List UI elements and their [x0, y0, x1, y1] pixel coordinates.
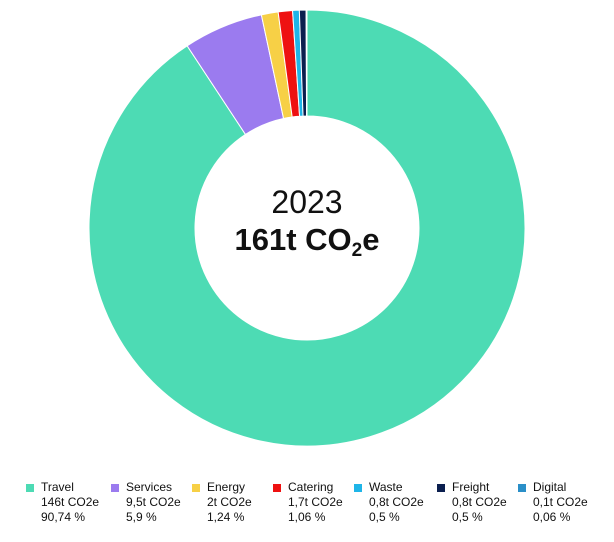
legend-swatch: [26, 483, 34, 492]
legend-item-freight[interactable]: Freight 0,8t CO2e 0,5 %: [437, 480, 507, 525]
legend-amount: 1,7t CO2e: [288, 495, 343, 509]
legend-swatch: [437, 483, 445, 492]
legend-percent: 5,9 %: [126, 510, 157, 524]
legend-item-catering[interactable]: Catering 1,7t CO2e 1,06 %: [273, 480, 343, 525]
slice-digital[interactable]: [305, 9, 308, 117]
legend-series-name: Freight: [452, 480, 490, 494]
chart-legend: Travel 146t CO2e 90,74 % Services 9,5t C…: [26, 480, 606, 530]
legend-amount: 146t CO2e: [41, 495, 100, 509]
center-total-subscript: 2: [352, 240, 363, 261]
legend-series-name: Energy: [207, 480, 246, 494]
legend-series-name: Digital: [533, 480, 567, 494]
legend-amount: 0,8t CO2e: [369, 495, 424, 509]
legend-percent: 0,06 %: [533, 510, 571, 524]
legend-series-name: Services: [126, 480, 173, 494]
legend-percent: 90,74 %: [41, 510, 86, 524]
legend-swatch: [111, 483, 119, 492]
legend-swatch: [518, 483, 526, 492]
donut-chart: 2023 161t CO2e: [88, 9, 526, 447]
center-total-suffix: e: [362, 222, 379, 257]
center-year-label: 2023: [271, 184, 342, 220]
legend-percent: 1,24 %: [207, 510, 245, 524]
legend-amount: 2t CO2e: [207, 495, 252, 509]
legend-item-digital[interactable]: Digital 0,1t CO2e 0,06 %: [518, 480, 588, 525]
donut-slices: [88, 9, 526, 447]
legend-amount: 9,5t CO2e: [126, 495, 181, 509]
legend-series-name: Waste: [369, 480, 403, 494]
legend-swatch: [192, 483, 200, 492]
legend-item-services[interactable]: Services 9,5t CO2e 5,9 %: [111, 480, 181, 525]
legend-swatch: [354, 483, 362, 492]
legend-item-waste[interactable]: Waste 0,8t CO2e 0,5 %: [354, 480, 424, 525]
legend-series-name: Travel: [41, 480, 74, 494]
slice-travel[interactable]: [88, 9, 526, 447]
center-total-prefix: 161t CO: [235, 222, 352, 257]
legend-item-energy[interactable]: Energy 2t CO2e 1,24 %: [192, 480, 252, 525]
center-total-label: 161t CO2e: [235, 222, 380, 261]
legend-amount: 0,8t CO2e: [452, 495, 507, 509]
legend-series-name: Catering: [288, 480, 334, 494]
legend-percent: 0,5 %: [369, 510, 400, 524]
legend-amount: 0,1t CO2e: [533, 495, 588, 509]
legend-percent: 1,06 %: [288, 510, 326, 524]
legend-swatch: [273, 483, 281, 492]
legend-item-travel[interactable]: Travel 146t CO2e 90,74 %: [26, 480, 99, 525]
legend-percent: 0,5 %: [452, 510, 483, 524]
